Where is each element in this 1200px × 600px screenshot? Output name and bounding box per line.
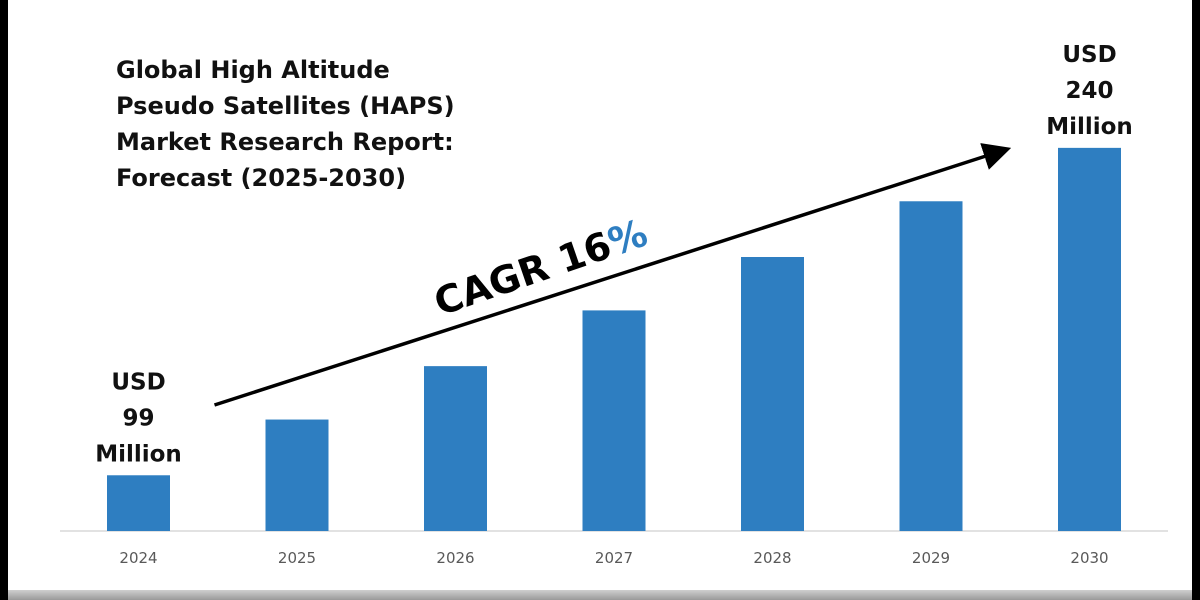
- callout-end-line-3: Million: [1046, 114, 1133, 140]
- x-tick-label-2027: 2027: [595, 549, 633, 567]
- title-line-3: Market Research Report:: [116, 128, 454, 156]
- chart-title: Global High Altitude Pseudo Satellites (…: [116, 56, 455, 192]
- x-tick-label-2025: 2025: [278, 549, 316, 567]
- x-tick-label-2028: 2028: [753, 549, 791, 567]
- callout-end-line-2: 240: [1065, 78, 1113, 104]
- callout-start-line-2: 99: [122, 405, 154, 431]
- trend-arrow-line: [213, 143, 1012, 407]
- bars: [107, 147, 1121, 531]
- bar-2024: [107, 475, 170, 531]
- title-line-2: Pseudo Satellites (HAPS): [116, 92, 455, 120]
- x-tick-label-2024: 2024: [119, 549, 157, 567]
- callout-start-value: USD 99 Million: [95, 369, 182, 467]
- bar-2029: [899, 201, 963, 531]
- bar-2026: [424, 366, 487, 531]
- bar-2030: [1058, 147, 1121, 531]
- bottom-shadow: [8, 590, 1192, 600]
- callout-end-line-1: USD: [1062, 42, 1116, 68]
- trend-arrow: [213, 143, 1012, 407]
- x-tick-labels: 2024 2025 2026 2027 2028 2029 2030: [119, 549, 1108, 567]
- title-line-1: Global High Altitude: [116, 56, 390, 84]
- callout-start-line-1: USD: [111, 369, 165, 395]
- cagr-label-text: CAGR 16: [429, 223, 617, 324]
- x-tick-label-2026: 2026: [436, 549, 474, 567]
- callout-start-line-3: Million: [95, 441, 182, 467]
- bar-2025: [265, 419, 329, 531]
- x-tick-label-2030: 2030: [1070, 549, 1108, 567]
- callout-end-value: USD 240 Million: [1046, 42, 1133, 140]
- bar-2028: [741, 257, 804, 531]
- title-line-4: Forecast (2025-2030): [116, 164, 406, 192]
- bar-2027: [582, 310, 646, 531]
- cagr-label: CAGR 16%: [429, 211, 653, 325]
- x-tick-label-2029: 2029: [912, 549, 950, 567]
